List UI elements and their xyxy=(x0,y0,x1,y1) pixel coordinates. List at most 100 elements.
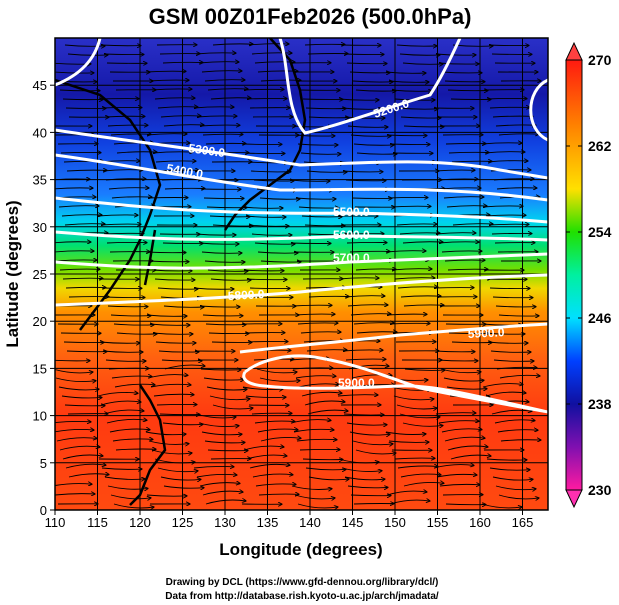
streamline-arrow xyxy=(441,72,482,73)
x-tick-label: 165 xyxy=(512,515,534,530)
streamline-arrow xyxy=(389,144,430,145)
streamline-arrow xyxy=(55,188,93,189)
streamline-arrow xyxy=(492,116,533,117)
streamline-arrow xyxy=(199,483,240,487)
streamline-arrow xyxy=(66,351,107,352)
streamline-arrow xyxy=(304,44,345,45)
streamline-arrow xyxy=(247,341,288,342)
streamline-arrow xyxy=(396,224,437,225)
streamline-arrow xyxy=(246,98,287,99)
streamline-arrow xyxy=(399,233,440,234)
streamline-arrow xyxy=(209,216,250,217)
streamline-arrow xyxy=(58,386,99,390)
streamline-arrow xyxy=(396,45,437,46)
streamline-arrow xyxy=(397,466,438,468)
streamline-arrow xyxy=(155,342,196,343)
streamline-arrow xyxy=(402,242,443,243)
streamline-arrow xyxy=(55,72,94,73)
streamline-arrow xyxy=(492,297,533,298)
streamline-arrow xyxy=(346,423,387,425)
streamline-arrow xyxy=(193,288,234,289)
streamline-arrow xyxy=(103,410,144,415)
x-tick-label: 140 xyxy=(299,515,321,530)
streamline-arrow xyxy=(485,215,526,216)
streamline-arrow xyxy=(251,53,292,54)
streamline-arrow xyxy=(298,384,339,388)
contour-label: 5500.0 xyxy=(333,205,370,219)
chart-title: GSM 00Z01Feb2026 (500.0hPa) xyxy=(149,4,472,29)
streamline-arrow xyxy=(257,429,298,433)
streamline-arrow xyxy=(97,392,138,397)
streamline-arrow xyxy=(145,431,186,435)
streamline-arrow xyxy=(113,503,154,508)
x-tick-label: 130 xyxy=(214,515,236,530)
x-axis: 110 115 120 125 130 135 140 145 150 155 160 165 xyxy=(45,510,534,530)
streamline-arrow xyxy=(343,54,384,55)
streamline-arrow xyxy=(55,369,93,373)
streamline-arrow xyxy=(151,89,192,90)
streamline-arrow xyxy=(403,305,444,306)
streamline-arrow xyxy=(104,297,145,298)
streamline-arrow xyxy=(103,54,144,55)
streamline-arrow xyxy=(447,446,488,451)
streamline-arrow xyxy=(396,404,437,409)
streamline-arrow xyxy=(61,396,102,398)
streamline-arrow xyxy=(209,395,250,400)
streamline-arrow xyxy=(355,90,396,91)
streamline-arrow xyxy=(64,45,105,46)
streamline-arrow xyxy=(201,431,242,435)
streamline-arrow xyxy=(105,179,146,180)
streamline-arrow xyxy=(434,351,475,352)
streamline-arrow xyxy=(252,474,293,478)
streamline-arrow xyxy=(338,458,379,463)
streamline-arrow xyxy=(154,98,195,99)
streamline-arrow xyxy=(198,62,239,63)
streamline-arrow xyxy=(152,333,193,334)
streamline-arrow xyxy=(249,288,290,289)
streamline-arrow xyxy=(161,360,202,361)
streamline-arrow xyxy=(342,350,383,351)
y-tick-label: 45 xyxy=(33,78,47,93)
streamline-arrow xyxy=(163,306,204,307)
streamline-arrow xyxy=(162,62,203,63)
streamline-arrow xyxy=(67,54,108,55)
streamline-arrow xyxy=(106,419,147,424)
streamline-arrow xyxy=(347,305,388,306)
streamline-arrow xyxy=(486,98,527,99)
x-tick-label: 155 xyxy=(427,515,449,530)
streamline-arrow xyxy=(435,233,476,234)
streamline-arrow xyxy=(402,63,443,64)
streamline-arrow xyxy=(394,458,435,459)
streamline-arrow xyxy=(400,474,441,478)
streamline-arrow xyxy=(210,279,251,280)
streamline-arrow xyxy=(148,440,189,444)
streamline-arrow xyxy=(106,242,147,243)
streamline-arrow xyxy=(204,80,245,81)
streamline-arrow xyxy=(164,365,205,370)
streamline-arrow xyxy=(451,342,492,343)
streamline-arrow xyxy=(308,476,349,480)
streamline-arrow xyxy=(59,269,100,270)
streamline-arrow xyxy=(251,234,292,235)
streamline-arrow xyxy=(63,342,104,343)
streamline-arrow xyxy=(196,474,237,478)
streamline-arrow xyxy=(61,215,102,216)
streamline-arrow xyxy=(300,153,341,154)
colorbar-tick-label: 254 xyxy=(588,224,612,240)
streamline-arrow xyxy=(299,449,340,450)
streamline-arrow xyxy=(111,197,152,198)
x-tick-label: 115 xyxy=(87,515,108,530)
streamline-arrow xyxy=(108,368,149,369)
streamline-arrow xyxy=(203,198,244,199)
streamline-arrow xyxy=(496,188,537,189)
streamline-arrow xyxy=(434,170,475,171)
streamline-arrow xyxy=(146,495,187,496)
streamline-arrow xyxy=(157,288,198,289)
streamline-arrow xyxy=(444,260,485,261)
contour-5200-east xyxy=(529,78,548,142)
streamline-arrow xyxy=(487,161,528,162)
y-tick-label: 5 xyxy=(40,456,47,471)
streamline-arrow xyxy=(145,252,186,253)
streamline-arrow xyxy=(55,360,90,361)
streamline-arrow xyxy=(488,401,529,406)
